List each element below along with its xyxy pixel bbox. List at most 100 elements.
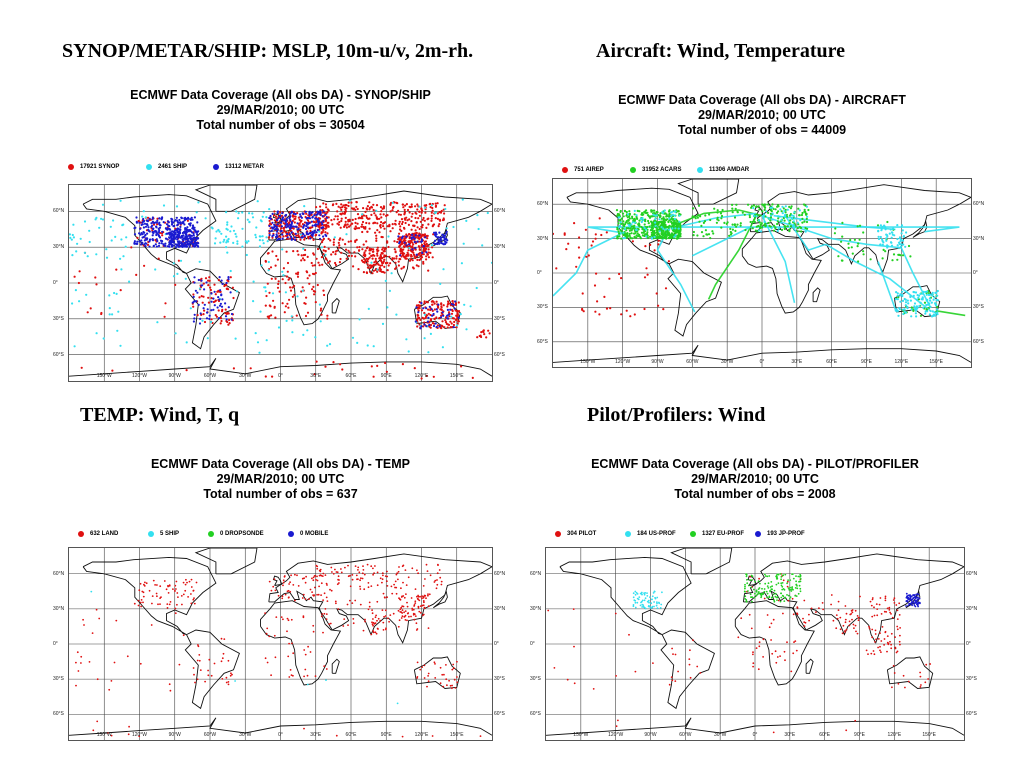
pilot-legend: 304 PILOT 184 US-PROF 1327 EU-PROF 193 J… — [545, 531, 965, 543]
obs-dot — [774, 650, 777, 653]
obs-dot — [635, 236, 638, 239]
obs-dot — [924, 681, 927, 684]
obs-dot — [379, 213, 382, 216]
obs-dot — [372, 621, 375, 624]
obs-dot — [268, 232, 271, 235]
obs-dot — [628, 633, 630, 636]
obs-dot — [193, 673, 195, 676]
obs-dot — [783, 589, 786, 591]
obs-dot — [614, 612, 617, 615]
obs-dot — [347, 575, 350, 578]
obs-dot — [144, 225, 148, 228]
obs-dot — [767, 221, 770, 225]
obs-dot — [311, 234, 314, 237]
obs-dot — [220, 232, 223, 235]
obs-dot — [295, 314, 298, 317]
obs-dot — [348, 251, 351, 254]
obs-dot — [910, 598, 912, 601]
obs-dot — [379, 619, 382, 622]
obs-dot — [899, 293, 902, 296]
obs-dot — [288, 596, 290, 599]
obs-dot — [449, 326, 452, 329]
obs-dot — [402, 245, 405, 248]
obs-dot — [849, 613, 852, 616]
obs-dot — [137, 599, 140, 602]
obs-dot — [400, 218, 404, 221]
obs-dot — [776, 656, 779, 658]
obs-dot — [881, 626, 884, 628]
obs-dot — [318, 303, 321, 306]
obs-dot — [896, 224, 899, 227]
obs-dot — [268, 635, 271, 638]
obs-dot — [763, 588, 766, 590]
obs-dot — [438, 317, 441, 320]
obs-dot — [452, 323, 455, 327]
obs-dot — [587, 254, 590, 257]
obs-dot — [370, 633, 373, 636]
obs-dot — [401, 605, 404, 608]
obs-dot — [764, 203, 767, 206]
obs-dot — [422, 245, 425, 248]
obs-dot — [301, 286, 304, 289]
obs-dot — [739, 222, 742, 225]
obs-dot — [290, 674, 293, 676]
obs-dot — [370, 205, 373, 208]
obs-dot — [286, 223, 289, 226]
obs-dot — [426, 237, 429, 240]
obs-dot — [672, 225, 675, 228]
obs-dot — [919, 675, 922, 678]
longitude-label: 60°E — [345, 373, 357, 379]
obs-dot — [647, 605, 650, 608]
obs-dot — [347, 249, 350, 252]
obs-dot — [754, 592, 756, 595]
obs-dot — [789, 586, 791, 589]
obs-dot — [405, 593, 407, 595]
obs-dot — [208, 317, 211, 320]
obs-dot — [286, 236, 289, 239]
obs-dot — [763, 590, 766, 593]
obs-dot — [329, 588, 331, 591]
obs-dot — [354, 255, 357, 258]
obs-dot — [433, 317, 436, 320]
obs-dot — [879, 645, 881, 648]
obs-dot — [371, 612, 374, 615]
obs-dot — [139, 601, 142, 604]
obs-dot — [924, 312, 927, 315]
obs-dot — [708, 213, 711, 216]
obs-dot — [227, 278, 230, 281]
obs-dot — [411, 212, 414, 215]
obs-dot — [311, 230, 314, 233]
obs-dot — [646, 231, 649, 234]
obs-dot — [403, 241, 406, 244]
obs-dot — [872, 650, 875, 652]
obs-dot — [394, 261, 397, 264]
obs-dot — [916, 603, 919, 605]
obs-dot — [380, 216, 383, 219]
obs-dot — [427, 672, 430, 675]
obs-dot — [423, 607, 426, 610]
obs-dot — [355, 200, 358, 204]
longitude-label: 60°E — [819, 732, 831, 738]
obs-dot — [749, 593, 752, 596]
obs-dot — [164, 244, 167, 247]
obs-dot — [320, 313, 323, 316]
obs-dot — [351, 222, 354, 225]
obs-dot — [345, 226, 348, 229]
obs-dot — [381, 572, 384, 574]
obs-dot — [346, 223, 349, 226]
longitude-label: 30°W — [239, 373, 252, 379]
obs-dot — [668, 217, 671, 220]
obs-dot — [625, 210, 628, 214]
obs-dot — [189, 307, 192, 310]
obs-dot — [897, 682, 900, 685]
obs-dot — [394, 219, 397, 222]
obs-dot — [371, 272, 374, 275]
coastline-south-america — [667, 258, 722, 337]
obs-dot — [412, 236, 415, 239]
obs-dot — [208, 314, 211, 317]
obs-dot — [791, 597, 794, 600]
obs-dot — [395, 257, 398, 260]
obs-dot — [457, 320, 460, 323]
obs-dot — [170, 223, 174, 226]
obs-dot — [407, 243, 411, 246]
